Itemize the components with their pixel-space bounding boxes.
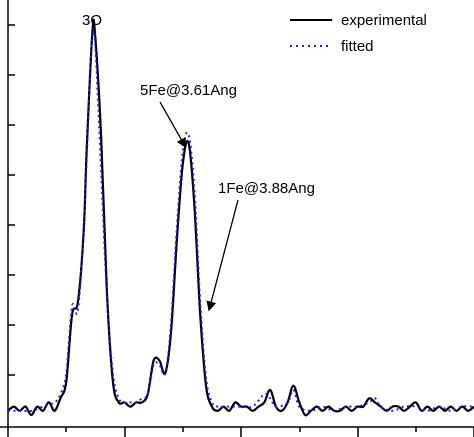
annotation-arrow-ann-1fe (206, 199, 239, 312)
annotation-arrow-ann-5fe (159, 101, 187, 149)
series-line-experimental (7, 18, 474, 417)
legend: experimental fitted (290, 12, 427, 55)
axis-ticks (7, 24, 474, 437)
legend-label-experimental: experimental (341, 12, 427, 29)
annotation-1fe: 1Fe@3.88Ang (218, 180, 315, 197)
annotation-5fe: 5Fe@3.61Ang (140, 82, 237, 99)
annotation-3o: 3O (82, 12, 102, 29)
series-line-fitted (8, 28, 474, 413)
annotation-arrows (159, 101, 239, 312)
legend-label-fitted: fitted (341, 38, 374, 55)
series-layer (7, 18, 474, 417)
axes (0, 0, 474, 428)
